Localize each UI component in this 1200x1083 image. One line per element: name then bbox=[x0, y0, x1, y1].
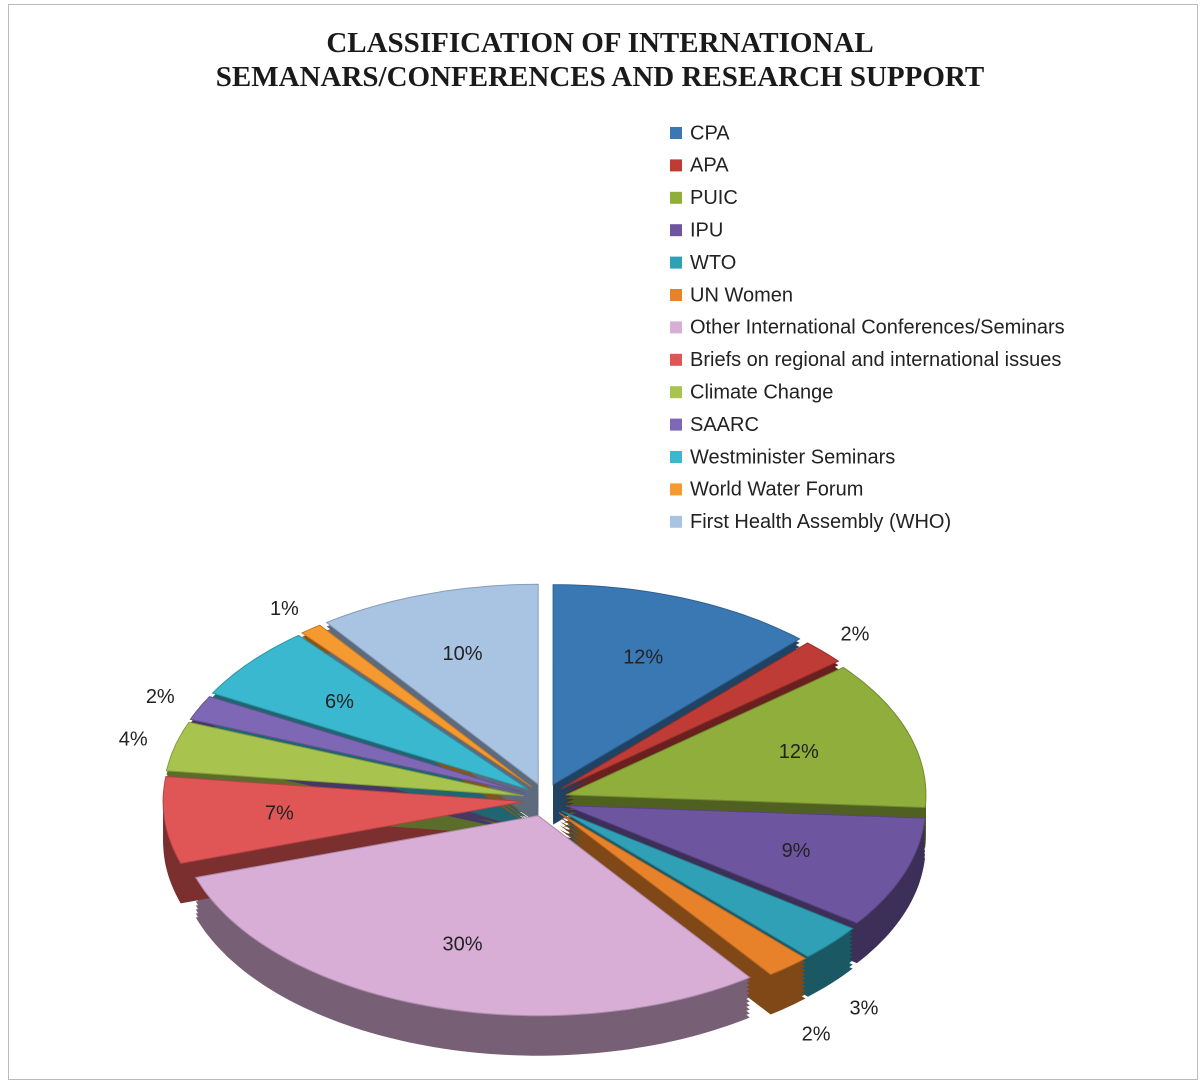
legend-label: APA bbox=[690, 155, 729, 177]
slice bbox=[194, 815, 751, 1017]
data-label: 2% bbox=[146, 686, 175, 708]
data-label: 12% bbox=[779, 741, 819, 763]
legend-label: Climate Change bbox=[690, 381, 833, 403]
legend-swatch bbox=[670, 515, 682, 528]
legend-label: Other International Conferences/Seminars bbox=[690, 317, 1065, 339]
legend-swatch bbox=[670, 451, 682, 463]
legend-swatch bbox=[670, 483, 682, 496]
slice bbox=[561, 810, 854, 958]
slice bbox=[165, 721, 524, 797]
legend-swatch bbox=[670, 289, 682, 301]
data-label: 6% bbox=[325, 691, 354, 713]
data-label: 10% bbox=[443, 643, 483, 665]
data-label: 4% bbox=[119, 728, 148, 750]
legend-swatch bbox=[670, 321, 682, 334]
legend-label: Briefs on regional and international iss… bbox=[690, 349, 1061, 371]
legend-label: WTO bbox=[690, 252, 736, 274]
legend-label: PUIC bbox=[690, 187, 738, 209]
legend-label: First Health Assembly (WHO) bbox=[690, 511, 951, 533]
legend-swatch bbox=[670, 191, 682, 204]
legend-label: Westminister Seminars bbox=[690, 446, 895, 468]
legend-label: World Water Forum bbox=[690, 479, 863, 501]
data-label: 2% bbox=[802, 1024, 831, 1046]
slice bbox=[560, 642, 840, 790]
slice bbox=[189, 696, 526, 794]
slice bbox=[565, 666, 927, 809]
legend-label: CPA bbox=[690, 122, 730, 144]
chart-title: CLASSIFICATION OF INTERNATIONAL SEMANARS… bbox=[215, 27, 985, 93]
slice bbox=[558, 812, 807, 976]
slice bbox=[565, 805, 926, 924]
legend-swatch bbox=[670, 159, 682, 172]
data-label: 3% bbox=[849, 997, 878, 1019]
data-label: 12% bbox=[623, 646, 663, 668]
slice bbox=[211, 634, 529, 790]
legend-swatch bbox=[670, 418, 682, 431]
legend-swatch bbox=[670, 224, 682, 237]
legend-swatch bbox=[670, 353, 682, 366]
slice bbox=[325, 583, 539, 786]
chart-frame bbox=[8, 4, 1198, 1080]
data-label: 7% bbox=[265, 803, 294, 825]
slice bbox=[552, 584, 801, 786]
legend-swatch bbox=[670, 386, 682, 399]
legend-swatch bbox=[670, 127, 682, 139]
slice bbox=[300, 624, 532, 788]
legend-swatch bbox=[670, 256, 682, 269]
legend-label: UN Women bbox=[690, 284, 793, 306]
legend-label: SAARC bbox=[690, 414, 759, 436]
data-label: 2% bbox=[841, 624, 870, 646]
slice bbox=[162, 775, 524, 864]
data-label: 30% bbox=[443, 933, 483, 955]
data-label: 1% bbox=[270, 598, 299, 620]
data-label: 9% bbox=[782, 840, 811, 862]
legend-label: IPU bbox=[690, 219, 723, 241]
